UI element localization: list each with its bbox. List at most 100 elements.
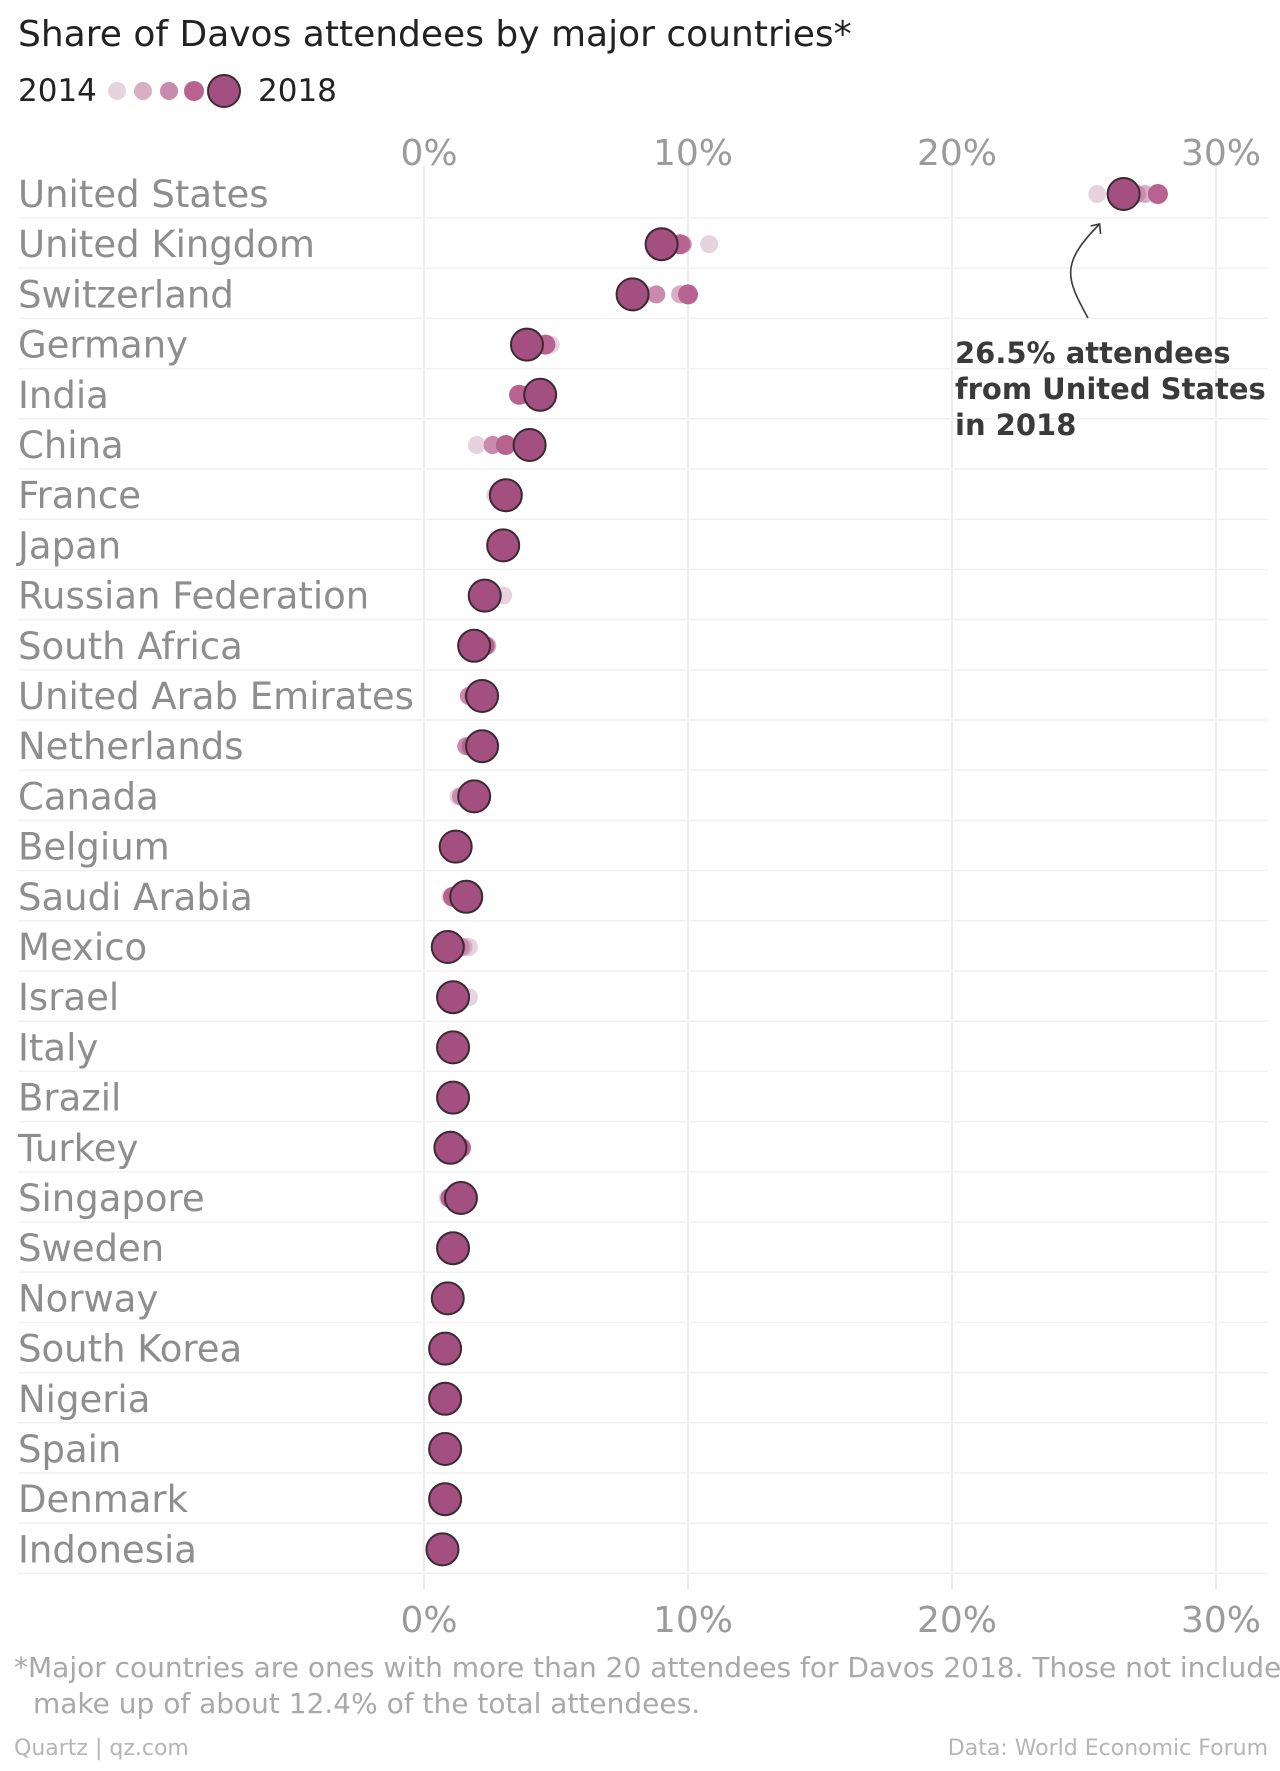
dot-2018 — [433, 1130, 468, 1165]
legend-dots — [108, 74, 241, 108]
country-row: Sweden — [18, 1227, 1268, 1273]
legend-dot-2016 — [160, 82, 178, 100]
dot-2018 — [457, 779, 492, 814]
annotation-line-1: 26.5% attendees — [955, 336, 1231, 370]
country-rows: United States United Kingdom Switzerland Ge… — [16, 173, 1268, 1575]
dot-2018 — [425, 1532, 460, 1567]
country-row: Denmark — [18, 1478, 1268, 1524]
country-label: Norway — [18, 1277, 158, 1320]
country-row: Indonesia — [18, 1528, 1268, 1575]
country-label: Turkey — [17, 1127, 138, 1170]
country-label: India — [18, 374, 109, 417]
dot-2018 — [467, 578, 502, 613]
country-row: Brazil — [18, 1077, 1268, 1123]
country-label: Japan — [16, 524, 121, 567]
country-row: Italy — [18, 1026, 1268, 1073]
bottom-axis-ticks: 0% 10% 20% 30% — [400, 1600, 1261, 1641]
country-row: United States — [18, 173, 1268, 219]
country-label: Israel — [18, 976, 119, 1019]
dot-2018 — [436, 1231, 471, 1266]
dot-2018 — [488, 478, 523, 513]
dot-2018 — [430, 930, 465, 964]
country-row: Singapore — [18, 1177, 1268, 1223]
footnote-line-2: make up of about 12.4% of the total atte… — [33, 1687, 700, 1720]
country-label: Italy — [18, 1026, 98, 1069]
country-label: Brazil — [18, 1077, 121, 1120]
country-label: South Africa — [18, 625, 243, 668]
dot-2018 — [465, 679, 500, 713]
footnote-line-1: *Major countries are ones with more than… — [14, 1651, 1280, 1684]
country-label: United Kingdom — [18, 223, 315, 266]
tick-label-top-1: 10% — [653, 133, 733, 174]
dot-2018 — [509, 327, 544, 362]
country-label: Indonesia — [18, 1528, 197, 1571]
dot-2018 — [428, 1331, 463, 1366]
dot-2014 — [467, 436, 486, 454]
country-label: China — [18, 424, 124, 467]
dot-2018 — [438, 829, 473, 864]
legend-end-label: 2018 — [258, 73, 337, 109]
dot-2018 — [436, 1080, 471, 1115]
country-label: Singapore — [18, 1177, 205, 1220]
country-label: Switzerland — [18, 273, 234, 316]
country-row: Russian Federation — [18, 575, 1268, 621]
country-label: Canada — [18, 775, 159, 818]
country-label: Denmark — [18, 1478, 189, 1521]
country-row: Netherlands — [18, 725, 1268, 771]
tick-label-top-2: 20% — [917, 133, 997, 174]
legend-start-label: 2014 — [18, 73, 97, 109]
legend-dot-2018 — [207, 74, 241, 108]
dot-2018 — [615, 277, 650, 312]
country-row: France — [18, 474, 1268, 520]
annotation-arrow — [1069, 223, 1101, 319]
country-label: France — [18, 474, 141, 517]
country-label: United Arab Emirates — [18, 675, 414, 718]
country-label: Belgium — [18, 826, 170, 869]
dot-2018 — [644, 227, 679, 262]
country-label: Spain — [18, 1428, 121, 1471]
dot-2018 — [428, 1381, 463, 1416]
tick-label-top-0: 0% — [400, 133, 457, 174]
country-row: United Arab Emirates — [18, 675, 1268, 721]
country-row: Germany — [18, 324, 1268, 370]
tick-label-bottom-0: 0% — [400, 1600, 457, 1641]
country-row: Japan — [16, 524, 1268, 571]
annotation-line-3: in 2018 — [955, 408, 1076, 442]
legend-dot-2017 — [184, 81, 204, 101]
legend-dot-2014 — [108, 82, 126, 100]
country-label: Sweden — [18, 1227, 164, 1270]
dot-2018 — [457, 628, 492, 663]
country-row: India — [18, 374, 1268, 420]
country-row: Saudi Arabia — [18, 876, 1268, 922]
country-row: South Korea — [18, 1328, 1268, 1374]
country-label: United States — [18, 173, 269, 216]
dot-2017 — [495, 435, 516, 455]
credit-source-left: Quartz | qz.com — [14, 1736, 189, 1761]
country-row: Belgium — [18, 826, 1268, 872]
country-label: South Korea — [18, 1328, 242, 1371]
dot-2018 — [1106, 177, 1141, 211]
dot-2018 — [486, 528, 521, 563]
country-label: Netherlands — [18, 725, 244, 768]
country-row: Switzerland — [18, 273, 1268, 320]
chart-title: Share of Davos attendees by major countr… — [18, 14, 852, 55]
country-row: Canada — [18, 775, 1268, 822]
dot-2018 — [436, 980, 471, 1015]
dot-2018 — [443, 1181, 478, 1215]
tick-label-bottom-3: 30% — [1181, 1600, 1261, 1641]
country-row: United Kingdom — [18, 223, 1268, 269]
country-label: Mexico — [18, 926, 147, 969]
gridlines — [423, 166, 1217, 1590]
dot-2017 — [1147, 184, 1168, 204]
dot-2016 — [647, 285, 666, 304]
annotation: 26.5% attendees from United States in 20… — [955, 223, 1266, 442]
dot-2018 — [512, 428, 547, 462]
country-row: Nigeria — [18, 1378, 1268, 1424]
country-label: Germany — [18, 324, 188, 367]
annotation-line-2: from United States — [955, 372, 1266, 406]
dot-2018 — [449, 879, 484, 914]
legend: 2014 2018 — [18, 73, 337, 109]
country-label: Nigeria — [18, 1378, 150, 1421]
country-row: Norway — [18, 1277, 1268, 1324]
